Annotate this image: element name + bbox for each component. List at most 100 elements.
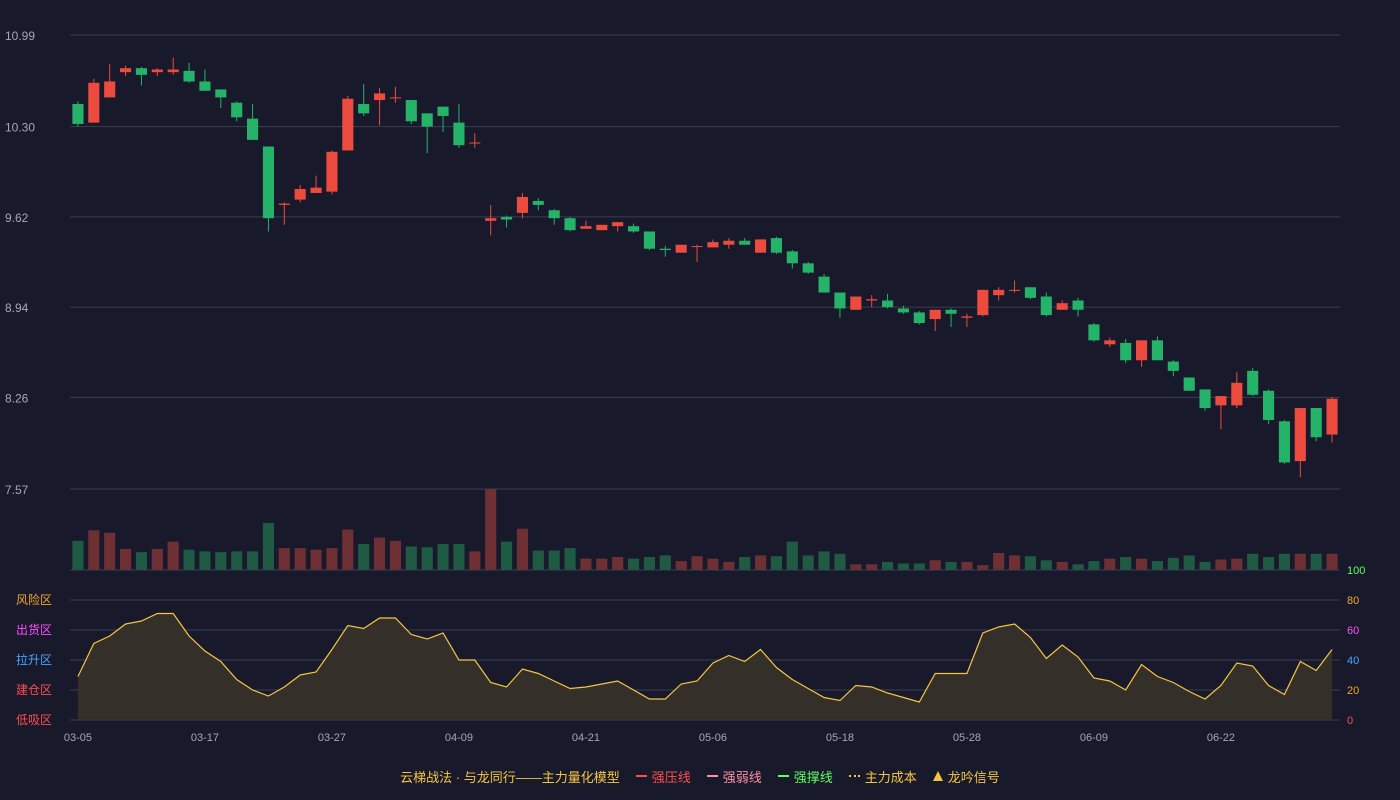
candle-body xyxy=(151,69,163,73)
oscillator-tick-label: 80 xyxy=(1347,595,1359,607)
volume-bar xyxy=(1040,560,1052,570)
zone-label: 拉升区 xyxy=(16,652,52,667)
line-swatch-icon xyxy=(848,775,860,777)
volume-bar xyxy=(1151,561,1163,570)
price-tick-label: 10.30 xyxy=(5,121,35,135)
volume-bar xyxy=(1120,557,1132,570)
volume-bar xyxy=(516,528,528,570)
candle-body xyxy=(421,113,433,127)
candlesticks xyxy=(72,57,1338,478)
candle-body xyxy=(834,292,846,309)
candle-body xyxy=(723,240,735,245)
legend-item[interactable]: 强撑线 xyxy=(777,767,833,786)
candle-body xyxy=(548,210,560,219)
volume-bar xyxy=(310,549,322,570)
oscillator-area xyxy=(77,613,1333,720)
oscillator-tick-label: 20 xyxy=(1347,685,1359,697)
volume-bar xyxy=(770,556,782,570)
date-tick-label: 05-18 xyxy=(826,732,854,744)
legend-label: 强弱线 xyxy=(722,769,762,785)
candle-body xyxy=(1151,340,1163,361)
volume-bar xyxy=(866,564,878,570)
zone-label: 风险区 xyxy=(16,592,52,607)
volume-bar xyxy=(278,548,290,570)
price-tick-label: 8.94 xyxy=(5,301,29,315)
volume-bar xyxy=(659,555,671,570)
candle-body xyxy=(866,299,878,301)
volume-bar xyxy=(1104,558,1116,570)
candle-body xyxy=(1088,324,1100,341)
volume-bar xyxy=(723,561,735,570)
oscillator-tick-label: 0 xyxy=(1347,715,1353,727)
candle-body xyxy=(786,251,798,264)
volume-bar xyxy=(612,557,624,570)
candle-body xyxy=(1199,389,1211,409)
legend-item[interactable]: 云梯战法 · 与龙同行——主力量化模型 xyxy=(400,767,620,786)
candle-body xyxy=(1024,287,1036,298)
candle-body xyxy=(1104,340,1116,345)
candle-body xyxy=(977,289,989,316)
candle-body xyxy=(104,81,116,98)
legend-item[interactable]: 龙吟信号 xyxy=(932,767,1000,786)
price-tick-label: 10.99 xyxy=(5,29,35,43)
legend-label: 强压线 xyxy=(651,769,691,785)
volume-bar xyxy=(72,540,84,570)
price-tick-label: 7.57 xyxy=(5,483,29,497)
candle-body xyxy=(1183,377,1195,391)
volume-bar xyxy=(1024,556,1036,570)
candle-body xyxy=(389,97,401,99)
volume-bar xyxy=(1009,555,1021,570)
volume-bar xyxy=(215,552,227,570)
volume-bar xyxy=(453,544,465,570)
date-tick-label: 03-27 xyxy=(318,732,346,744)
candle-body xyxy=(1056,303,1068,310)
candle-body xyxy=(294,188,306,200)
volume-bar xyxy=(1056,561,1068,570)
legend-item[interactable]: 强压线 xyxy=(635,767,691,786)
volume-bar xyxy=(88,530,100,570)
volume-bar xyxy=(151,548,163,570)
candle-body xyxy=(755,239,767,253)
volume-bar xyxy=(469,551,481,570)
candle-body xyxy=(628,226,640,232)
line-swatch-icon xyxy=(635,775,647,777)
candle-body xyxy=(167,69,179,73)
date-tick-label: 05-28 xyxy=(953,732,981,744)
volume-bar xyxy=(1199,561,1211,570)
triangle-icon xyxy=(932,771,943,781)
volume-bar xyxy=(104,532,116,570)
oscillator-line xyxy=(77,612,1333,703)
candle-body xyxy=(215,89,227,98)
candle-body xyxy=(262,146,274,219)
volume-bar xyxy=(913,563,925,570)
candle-body xyxy=(231,102,243,118)
candle-body xyxy=(564,218,576,231)
volume-bars xyxy=(72,489,1338,570)
volume-bar xyxy=(421,547,433,570)
volume-bar xyxy=(834,553,846,570)
volume-bar xyxy=(786,541,798,570)
volume-bar xyxy=(755,555,767,570)
candle-body xyxy=(72,104,84,124)
legend-item[interactable]: 强弱线 xyxy=(706,767,762,786)
oscillator-tick-label: 40 xyxy=(1347,655,1359,667)
candle-body xyxy=(993,289,1005,296)
volume-bar xyxy=(485,489,497,570)
line-swatch-icon xyxy=(706,775,718,777)
chart-legend[interactable]: 云梯战法 · 与龙同行——主力量化模型 强压线 强弱线 强撑线 主力成本 龙吟信号 xyxy=(0,766,1400,786)
legend-item[interactable]: 主力成本 xyxy=(848,767,917,786)
candle-body xyxy=(612,222,624,227)
candle-body xyxy=(659,248,671,251)
candle-body xyxy=(1009,289,1021,291)
volume-bar xyxy=(961,561,973,570)
candle-body xyxy=(1294,408,1306,462)
candle-body xyxy=(1326,398,1338,435)
zone-label: 出货区 xyxy=(16,622,52,637)
volume-bar xyxy=(374,537,386,570)
date-tick-label: 05-06 xyxy=(699,732,727,744)
volume-bar xyxy=(1167,557,1179,570)
legend-label: 强撑线 xyxy=(793,769,833,785)
volume-bar xyxy=(580,558,592,570)
volume-bar xyxy=(818,551,830,570)
